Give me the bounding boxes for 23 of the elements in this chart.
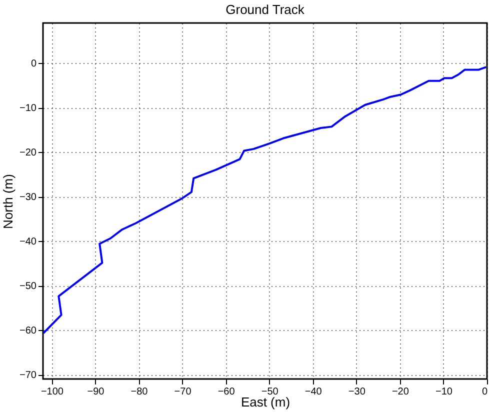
y-tick-label: −60 bbox=[20, 326, 37, 337]
x-axis-title: East (m) bbox=[240, 394, 290, 410]
y-tick-label: −20 bbox=[20, 148, 37, 159]
y-tick-label: −10 bbox=[20, 103, 37, 114]
x-tick-label: −90 bbox=[87, 386, 105, 398]
x-tick-label: −50 bbox=[261, 386, 279, 398]
y-axis-title: North (m) bbox=[0, 174, 16, 229]
y-tick-label: −40 bbox=[20, 236, 37, 248]
y-tick-label: −70 bbox=[20, 370, 37, 382]
y-tick-label: −30 bbox=[20, 192, 37, 204]
x-tick-label: −40 bbox=[304, 386, 322, 398]
y-tick-label: 0 bbox=[30, 58, 37, 70]
x-tick-label: −70 bbox=[174, 386, 192, 398]
chart-title: Ground Track bbox=[226, 2, 305, 17]
x-tick-label: 0 bbox=[482, 386, 488, 398]
x-tick-label: −100 bbox=[40, 386, 64, 398]
x-tick-label: −20 bbox=[392, 386, 410, 398]
x-tick-label: −10 bbox=[435, 386, 453, 398]
x-tick-label: −30 bbox=[348, 386, 366, 398]
y-tick-label: −50 bbox=[20, 281, 37, 292]
x-tick-label: −60 bbox=[218, 386, 236, 398]
x-tick-label: −80 bbox=[130, 386, 148, 398]
line-series bbox=[43, 66, 487, 334]
